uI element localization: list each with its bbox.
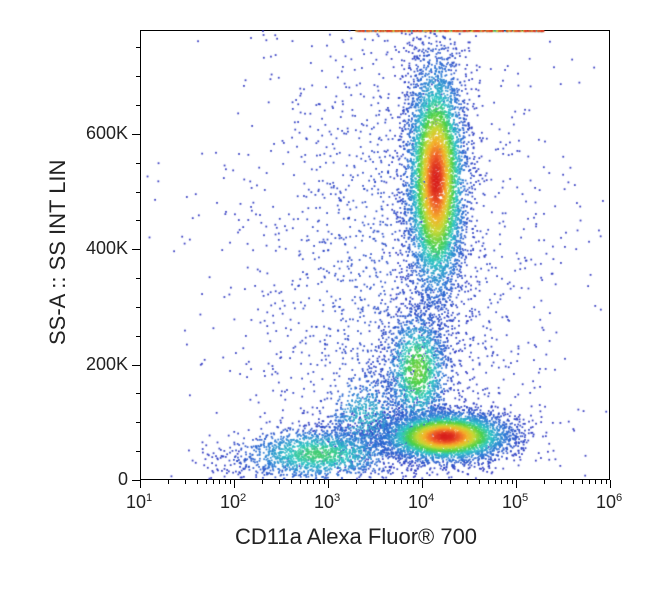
- x-tick-label: 105: [502, 492, 528, 513]
- x-tick-label: 102: [220, 492, 246, 513]
- y-tick-label: 200K: [68, 354, 128, 375]
- scatter-canvas: [140, 30, 610, 480]
- x-tick-label: 103: [314, 492, 340, 513]
- y-tick-label: 0: [68, 469, 128, 490]
- x-tick-label: 104: [408, 492, 434, 513]
- y-tick-label: 600K: [68, 123, 128, 144]
- figure-stage: CD11a Alexa Fluor® 700 SS-A :: SS INT LI…: [0, 0, 650, 604]
- x-axis-label: CD11a Alexa Fluor® 700: [235, 524, 477, 550]
- x-tick-label: 106: [596, 492, 622, 513]
- y-tick-label: 400K: [68, 238, 128, 259]
- x-tick-label: 101: [126, 492, 152, 513]
